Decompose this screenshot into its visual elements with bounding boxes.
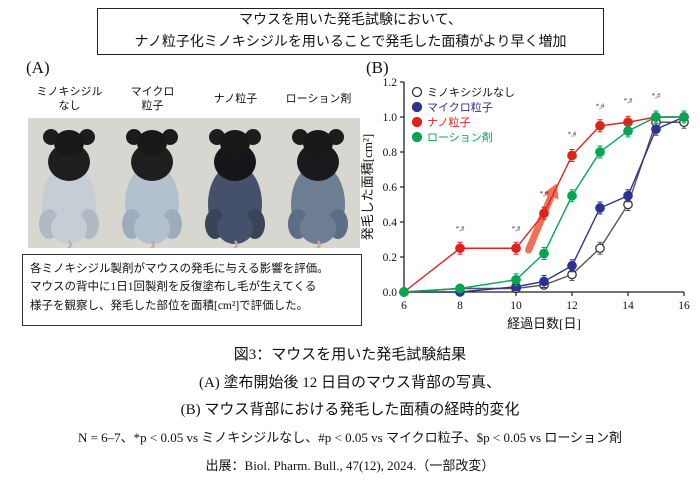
data-point <box>539 276 549 287</box>
x-tick-label: 8 <box>457 300 463 312</box>
data-point <box>595 243 605 254</box>
x-tick-label: 10 <box>510 300 522 312</box>
mouse-photo <box>122 129 182 250</box>
mouse-photo-cell-2 <box>194 118 277 250</box>
significance-marker: *,# <box>568 130 577 138</box>
method-description-box: 各ミノキシジル製剤がマウスの発毛に与える影響を評価。 マウスの背中に1日1回製剤を… <box>22 254 362 326</box>
legend-label: マイクロ粒子 <box>427 100 493 114</box>
y-tick-label: 0.2 <box>383 252 398 264</box>
method-description-line: 様子を観察し、発毛した部位を面積[cm²]で評価した。 <box>30 299 309 312</box>
x-tick-label: 12 <box>566 300 578 312</box>
significance-marker: *,# <box>512 225 521 233</box>
significance-marker: *,# <box>652 92 661 100</box>
legend-label: ナノ粒子 <box>427 115 470 129</box>
x-tick-label: 14 <box>622 300 634 312</box>
mouse-photo <box>39 129 99 250</box>
method-description-line: 各ミノキシジル製剤がマウスの発毛に与える影響を評価。 <box>30 263 329 275</box>
y-tick-label: 0.4 <box>383 217 398 229</box>
significance-marker: *,# <box>456 225 465 233</box>
data-point <box>651 124 661 135</box>
significance-marker: *,# <box>624 97 633 105</box>
y-tick-label: 0.8 <box>383 147 398 159</box>
figure-title-line-1: マウスを用いた発毛試験において、 <box>239 12 462 28</box>
legend-marker <box>411 131 423 143</box>
data-point <box>623 190 633 201</box>
y-tick-label: 0.0 <box>383 287 398 299</box>
legend-marker <box>411 101 423 113</box>
panel-b-label: (B) <box>366 58 389 77</box>
data-point <box>511 274 521 285</box>
mouse-label-2: ナノ粒子 <box>213 92 258 105</box>
mouse-label-1: マイクロ 粒子 <box>130 85 175 112</box>
legend-marker <box>411 116 423 128</box>
y-tick-label: 1.2 <box>383 77 398 89</box>
data-point <box>511 243 521 254</box>
method-description-line: マウスの背中に1日1回製剤を反復塗布し毛が生えてくる <box>30 281 317 294</box>
data-point <box>455 243 465 254</box>
data-point <box>567 150 577 161</box>
mouse-label-3: ローション剤 <box>285 92 352 105</box>
data-point <box>651 112 661 122</box>
y-axis-label: 発毛した面積[cm²] <box>360 134 375 240</box>
x-tick-label: 16 <box>678 300 690 312</box>
figure-caption-title: 図3：マウスを用いた発毛試験結果 <box>233 347 467 363</box>
hair-growth-line-chart: 6 8 10 12 14 16 0.0 0.2 0.4 0.6 0.8 1.0 1.2 経過日数[日] 発毛… <box>360 77 690 331</box>
data-point <box>539 208 549 219</box>
mouse-photo <box>205 129 265 250</box>
statistics-note: N = 6–7、*p < 0.05 vs ミノキシジルなし、#p < 0.05 … <box>77 430 623 445</box>
figure-caption-panel-b: (B) マウス背部における発毛した面積の経時的変化 <box>180 402 520 418</box>
source-citation: 出展：Biol. Pharm. Bull., 47(12), 2024.（一部改… <box>205 458 495 473</box>
mouse-photo <box>288 129 348 250</box>
figure-title-box: マウスを用いた発毛試験において、 ナノ粒子化ミノキシジルを用いることで発毛した面… <box>97 8 604 55</box>
mouse-labels-row: ミノキシジル なし マイクロ 粒子 ナノ粒子 ローション剤 <box>28 83 360 116</box>
legend-label: ローション剤 <box>427 130 493 144</box>
x-axis-label: 経過日数[日] <box>507 316 581 331</box>
mouse-photo-cell-3 <box>277 118 360 250</box>
panel-a-label: (A) <box>26 58 50 77</box>
y-tick-label: 0.6 <box>383 182 398 194</box>
data-point <box>455 283 465 294</box>
data-point <box>539 248 549 259</box>
mouse-label-0: ミノキシジル なし <box>36 85 103 112</box>
significance-marker: *,# <box>596 102 605 110</box>
data-point <box>595 203 605 213</box>
figure-title-line-2: ナノ粒子化ミノキシジルを用いることで発毛した面積がより早く増加 <box>134 34 567 50</box>
figure-caption-panel-a: (A) 塗布開始後 12 日目のマウス背部の写真、 <box>198 375 502 391</box>
legend-label: ミノキシジルなし <box>427 86 515 99</box>
significance-marker: *,# <box>540 190 549 198</box>
data-point <box>595 120 605 131</box>
x-tick-label: 6 <box>401 300 407 312</box>
y-tick-label: 1.0 <box>383 112 398 124</box>
mouse-photo-cell-1 <box>111 118 194 250</box>
mouse-photos-strip <box>28 118 360 250</box>
data-point <box>567 260 577 271</box>
legend-marker <box>411 86 423 98</box>
mouse-photo-cell-0 <box>28 118 111 250</box>
series-3 <box>399 110 689 297</box>
data-point <box>595 147 605 157</box>
data-point <box>623 126 633 136</box>
data-point <box>567 190 577 201</box>
data-point <box>679 112 689 122</box>
data-point <box>399 287 409 297</box>
